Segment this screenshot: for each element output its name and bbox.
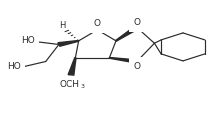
Text: O: O xyxy=(134,62,141,71)
Text: 3: 3 xyxy=(81,84,85,89)
Polygon shape xyxy=(68,58,76,75)
Text: HO: HO xyxy=(21,36,35,45)
Polygon shape xyxy=(58,40,79,46)
Text: HO: HO xyxy=(7,62,21,71)
Text: OCH: OCH xyxy=(60,80,80,89)
Text: O: O xyxy=(94,19,101,28)
Text: H: H xyxy=(59,21,65,30)
Text: O: O xyxy=(134,18,141,27)
Polygon shape xyxy=(109,57,137,63)
Polygon shape xyxy=(116,26,139,41)
